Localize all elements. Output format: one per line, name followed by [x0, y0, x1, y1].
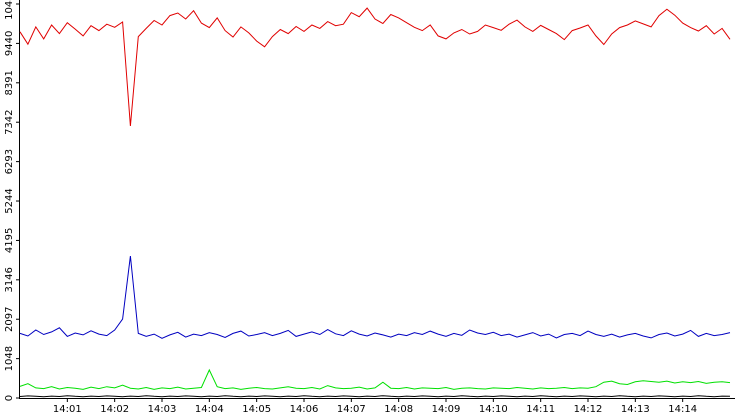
series-line — [19, 7, 731, 127]
y-tick-label: 1048 — [4, 346, 15, 371]
x-tick-label: 14:07 — [337, 404, 366, 415]
series-line — [19, 255, 731, 339]
y-tick-label: 2097 — [4, 307, 15, 332]
y-tick-label: 7342 — [4, 109, 15, 134]
x-tick-label: 14:14 — [668, 404, 697, 415]
y-tick-label: 6293 — [4, 149, 15, 174]
x-tick-label: 14:03 — [148, 404, 177, 415]
x-tick-label: 14:01 — [53, 404, 82, 415]
x-tick-label: 14:09 — [432, 404, 461, 415]
y-tick-label: 5244 — [4, 188, 15, 213]
y-tick-label: 4195 — [4, 228, 15, 253]
x-tick-label: 14:05 — [242, 404, 271, 415]
y-tick-label: 10489 — [4, 0, 15, 20]
series-line — [19, 368, 731, 390]
x-tick-label: 14:04 — [195, 404, 224, 415]
y-tick-label: 8391 — [4, 70, 15, 95]
series-line — [19, 395, 731, 398]
x-tick-label: 14:08 — [384, 404, 413, 415]
y-tick-label: 0 — [4, 395, 15, 401]
x-tick-label: 14:12 — [574, 404, 603, 415]
y-tick-label: 9440 — [4, 31, 15, 56]
x-tick-label: 14:11 — [526, 404, 555, 415]
y-tick-label: 3146 — [4, 267, 15, 292]
x-tick-label: 14:02 — [100, 404, 129, 415]
x-tick-label: 14:13 — [621, 404, 650, 415]
x-tick-label: 14:10 — [479, 404, 508, 415]
x-tick-label: 14:06 — [290, 404, 319, 415]
